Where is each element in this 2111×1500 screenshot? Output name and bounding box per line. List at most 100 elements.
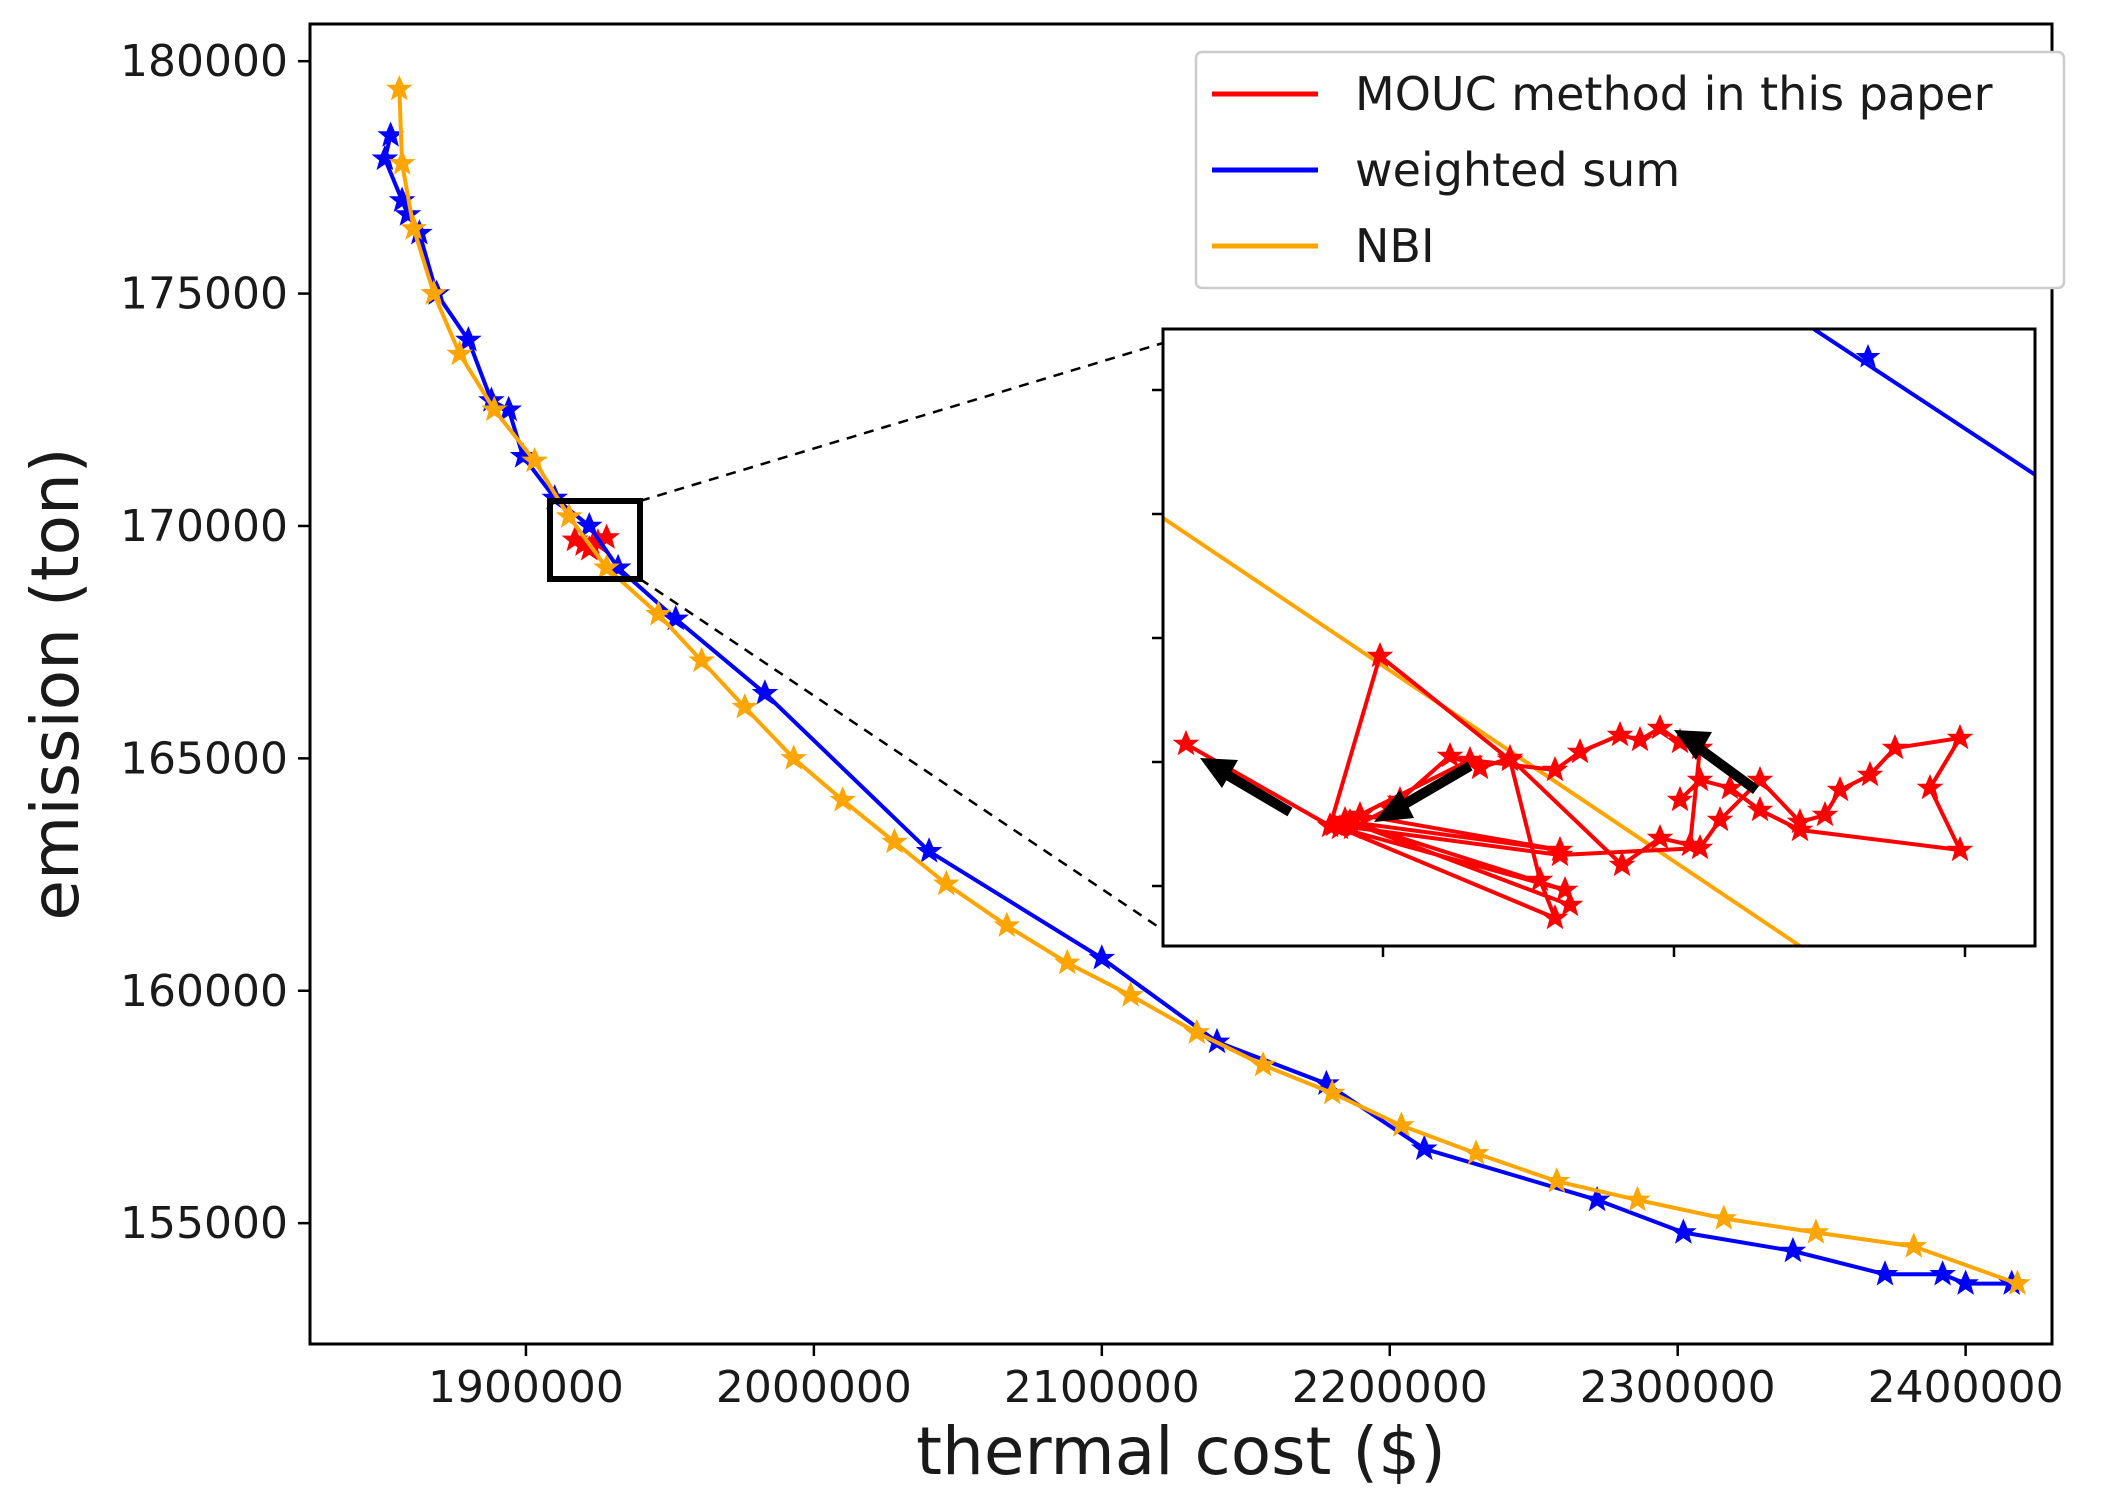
series-2	[386, 75, 2031, 1295]
legend: MOUC method in this paper weighted sum N…	[1194, 50, 2066, 290]
data-point	[1624, 1185, 1651, 1212]
zoom-connector-bottom	[639, 577, 1164, 932]
inset-red-marker	[1541, 904, 1569, 930]
data-point	[555, 502, 583, 528]
arrow-3	[1693, 741, 1759, 795]
inset-red-marker	[1338, 814, 1366, 840]
x-tick-label: 2200000	[1292, 1362, 1488, 1413]
inset-red-marker	[1916, 774, 1944, 800]
inset-red-marker	[1320, 811, 1348, 837]
data-point	[1313, 1069, 1340, 1095]
y-tick-label: 160000	[120, 966, 288, 1017]
data-point	[662, 604, 689, 631]
inset-blue-line	[1810, 329, 2035, 478]
data-point	[1088, 944, 1116, 970]
data-point	[386, 75, 413, 101]
plot-frame	[308, 22, 2054, 1346]
data-point	[2004, 1269, 2031, 1295]
series-line	[397, 89, 2019, 1286]
data-point	[688, 646, 715, 673]
inset-red-marker	[1466, 754, 1494, 780]
series-layer	[371, 75, 2031, 1295]
inset-red-marker	[1946, 836, 1974, 862]
arrow-2	[1395, 761, 1473, 813]
data-point	[521, 446, 548, 473]
legend-label-weighted-sum: weighted sum	[1355, 143, 1680, 197]
data-point	[829, 786, 856, 812]
inset-red-marker	[1646, 714, 1674, 740]
inset-red-marker	[1626, 726, 1654, 752]
inset-blue-marker	[1855, 344, 1881, 368]
inset-red-marker	[1346, 801, 1374, 827]
inset-red-marker	[1706, 806, 1734, 832]
data-point	[1462, 1139, 1490, 1165]
inset-red-marker	[1881, 734, 1909, 760]
data-point	[388, 149, 416, 175]
inset-red-marker	[1436, 742, 1464, 768]
inset-red-marker	[1686, 766, 1714, 792]
data-point	[780, 744, 807, 770]
data-point	[645, 600, 672, 626]
data-point	[1249, 1051, 1277, 1077]
inset-red-marker	[1172, 730, 1200, 756]
y-tick-label: 170000	[120, 501, 288, 552]
data-point	[751, 679, 779, 705]
ticks-layer: 1900000 2000000 2100000 2200000 2300000 24000…	[120, 36, 2064, 1413]
inset-red-marker	[1746, 766, 1774, 792]
inset-red-marker	[1686, 834, 1714, 860]
inset-red-marker	[1811, 801, 1839, 827]
legend-label-nbi: NBI	[1355, 219, 1435, 273]
inset-red-marker	[1546, 841, 1574, 867]
data-point	[1117, 981, 1144, 1007]
zoom-box	[547, 498, 643, 582]
x-tick-label: 2300000	[1580, 1362, 1776, 1413]
data-point	[481, 395, 508, 422]
inset-arrows	[1200, 730, 1759, 822]
data-point	[509, 442, 537, 468]
y-tick-label: 175000	[120, 269, 288, 320]
data-point	[593, 553, 620, 580]
data-point	[593, 523, 620, 549]
data-point	[1411, 1134, 1438, 1161]
inset-ticks	[1152, 388, 1967, 957]
data-point	[1710, 1204, 1738, 1230]
data-point	[495, 395, 522, 422]
arrow-head-2	[1374, 790, 1414, 822]
legend-label-mouc: MOUC method in this paper	[1355, 67, 1993, 121]
data-point	[1670, 1218, 1697, 1244]
data-point	[1388, 1111, 1415, 1137]
inset-layer	[1163, 329, 2035, 946]
data-point	[388, 186, 416, 212]
y-tick-label: 165000	[120, 733, 288, 784]
data-point	[915, 837, 943, 863]
data-point	[371, 144, 399, 171]
y-axis-title: emission (ton)	[17, 447, 94, 920]
y-tick-label: 155000	[120, 1198, 288, 1249]
data-point	[604, 553, 632, 580]
inset-red-marker	[1456, 746, 1484, 772]
data-point	[446, 340, 473, 366]
inset-red-marker	[1556, 891, 1584, 917]
data-point	[1929, 1260, 1956, 1286]
inset-orange-line	[1163, 516, 1802, 946]
inset-red-marker	[1526, 866, 1554, 892]
data-point	[1900, 1232, 1928, 1258]
data-point	[1543, 1167, 1571, 1193]
inset-red-marker	[1826, 776, 1854, 802]
zoom-connector-top	[639, 341, 1164, 503]
inset-red-marker	[1551, 876, 1579, 902]
data-point	[1583, 1185, 1611, 1212]
data-point	[993, 911, 1021, 937]
x-tick-label: 1900000	[428, 1362, 624, 1413]
inset-red-marker	[1676, 831, 1704, 857]
inset-red-marker	[1716, 774, 1744, 800]
x-tick-label: 2000000	[716, 1362, 912, 1413]
data-point	[576, 512, 603, 538]
inset-red-marker	[1608, 851, 1636, 877]
arrow-head-3	[1674, 730, 1712, 760]
data-point	[881, 828, 908, 854]
inset-red-marker	[1666, 728, 1694, 754]
data-point	[731, 693, 759, 719]
data-point	[1054, 948, 1081, 975]
